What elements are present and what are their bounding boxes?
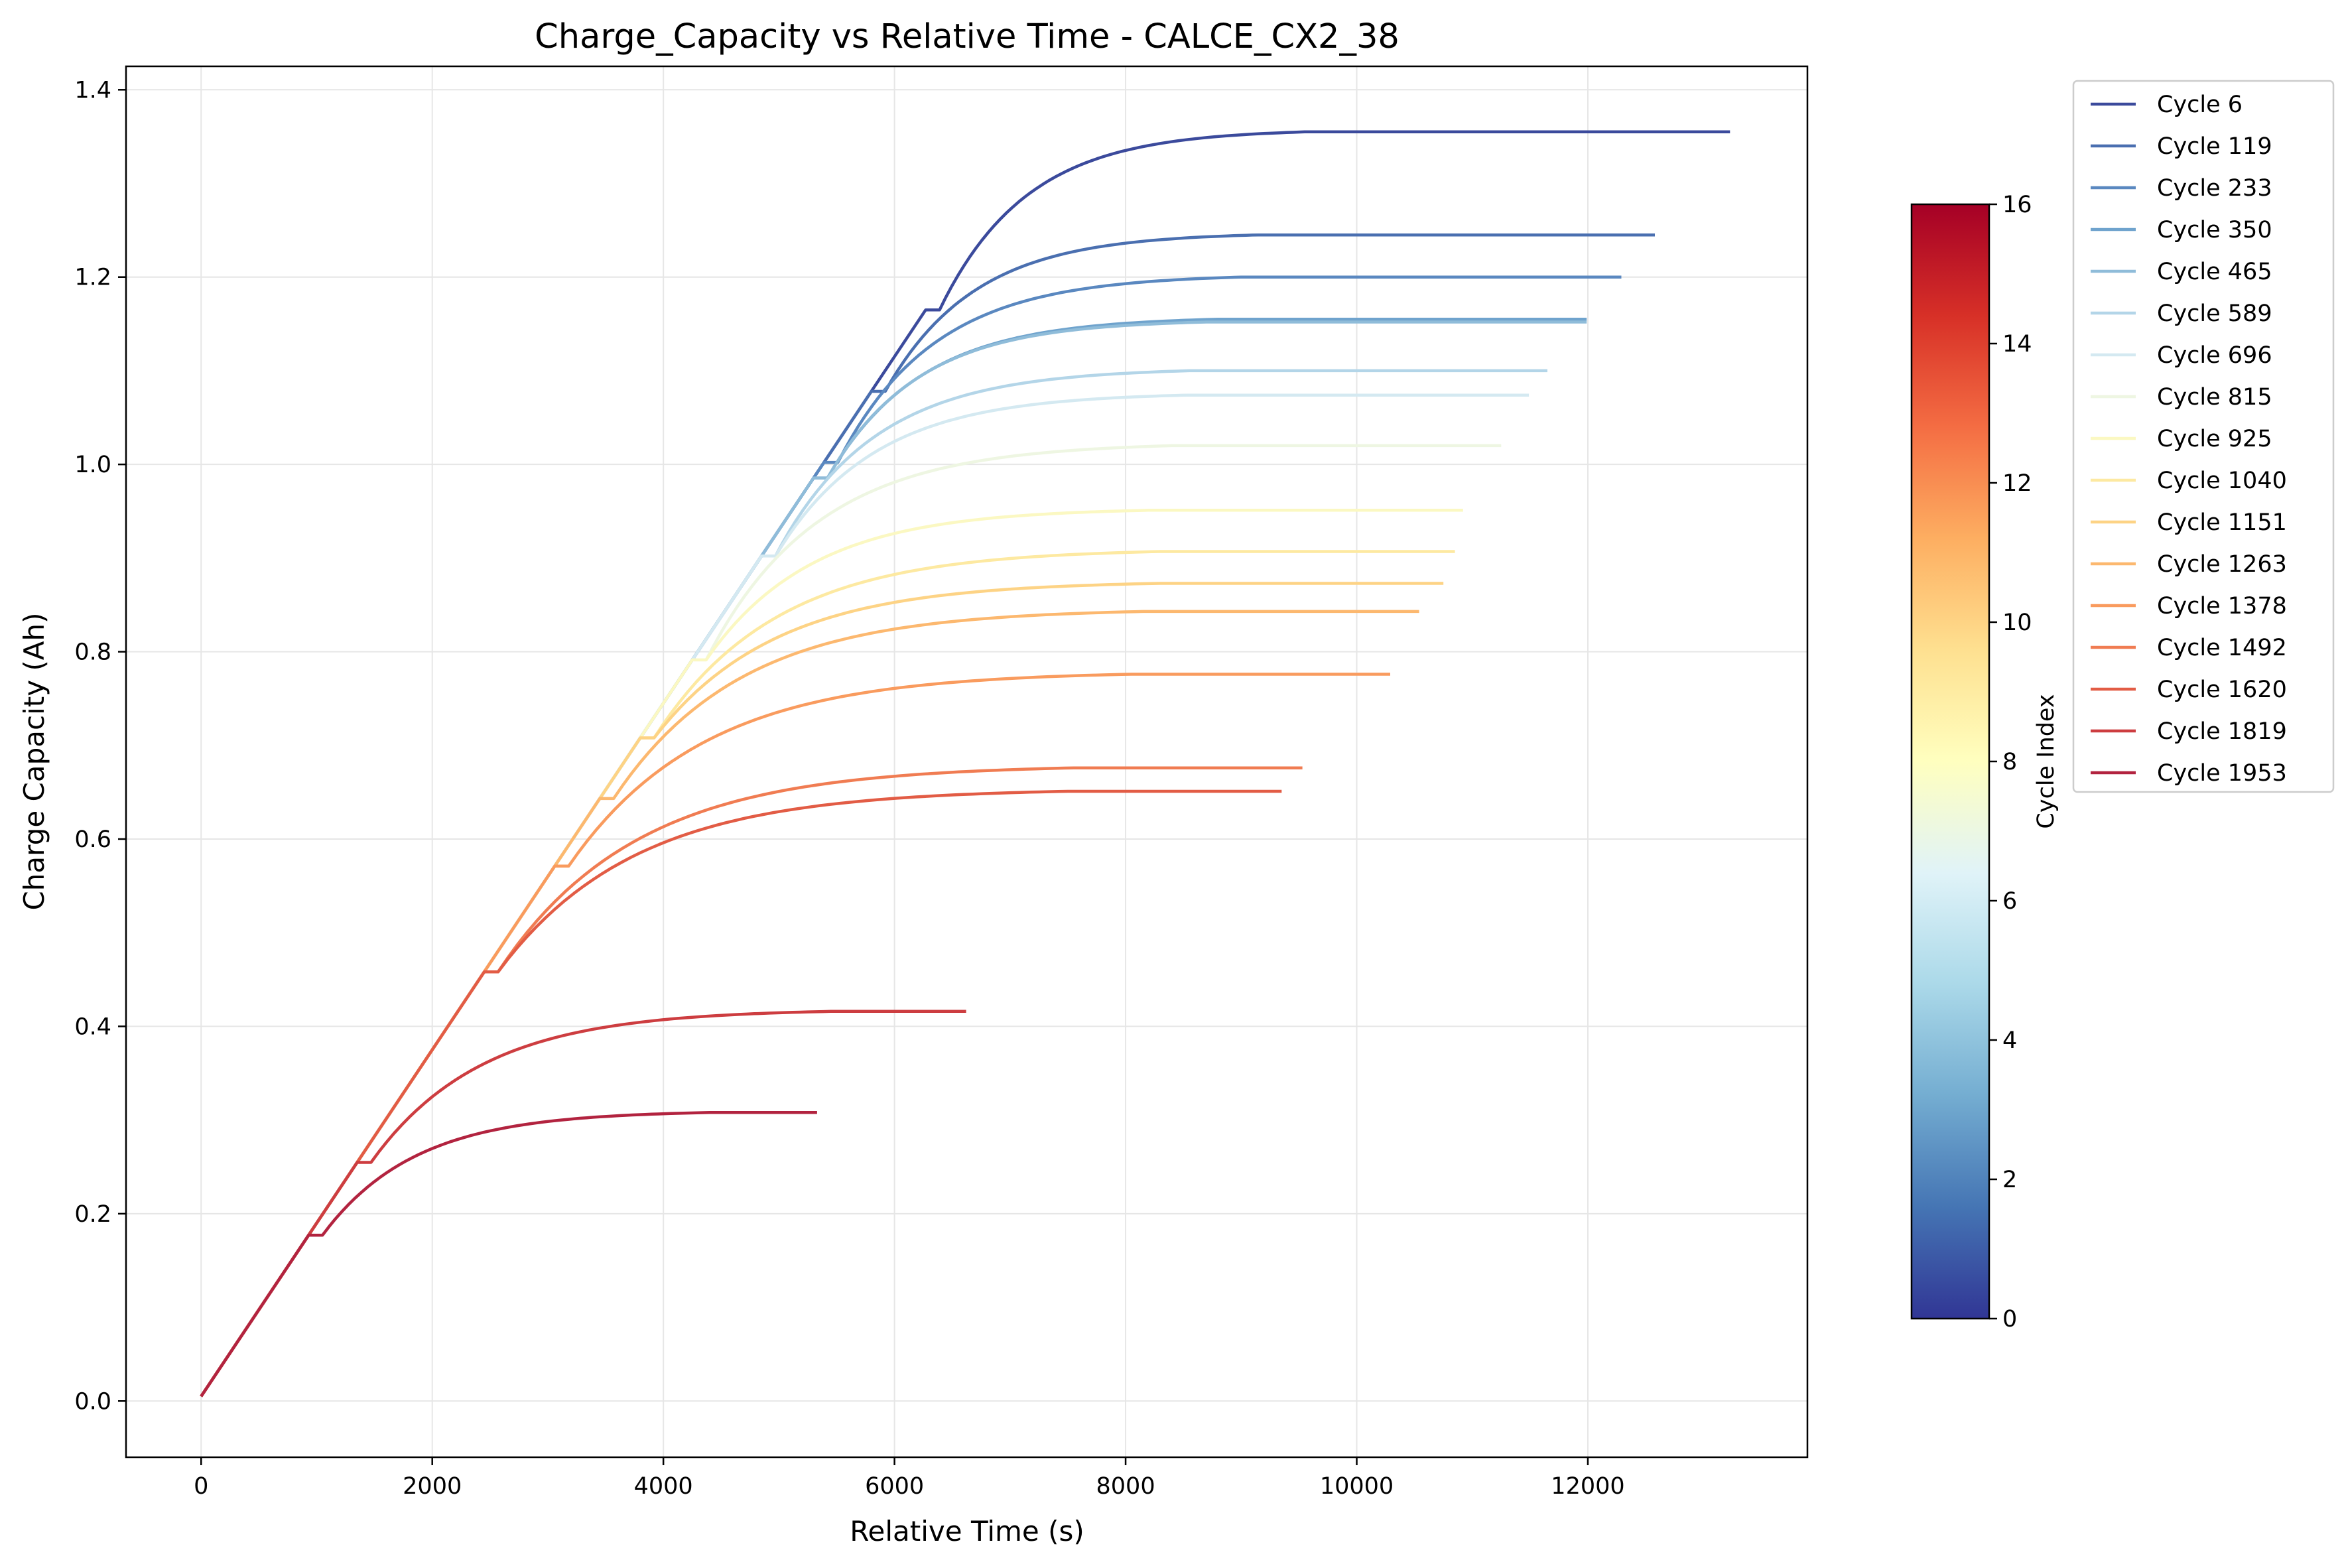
chart-title: Charge_Capacity vs Relative Time - CALCE… <box>535 17 1400 56</box>
legend-label: Cycle 6 <box>2157 92 2243 118</box>
y-axis-title: Charge Capacity (Ah) <box>18 612 50 910</box>
legend-label: Cycle 1620 <box>2157 677 2287 703</box>
y-axis: 0.0 0.2 0.4 0.6 0.8 1.0 1.2 1.4 <box>74 77 126 1415</box>
legend-label: Cycle 119 <box>2157 133 2272 160</box>
legend-item: Cycle 1378 <box>2091 593 2287 620</box>
series-line <box>200 320 1587 1398</box>
legend-label: Cycle 465 <box>2157 259 2272 285</box>
legend-label: Cycle 350 <box>2157 217 2272 243</box>
legend-item: Cycle 6 <box>2091 92 2243 118</box>
colorbar-tick-label: 14 <box>2002 331 2032 358</box>
legend-item: Cycle 1953 <box>2091 760 2287 787</box>
colorbar-tick-label: 2 <box>2002 1167 2017 1193</box>
colorbar-ticks: 0 2 4 6 8 10 12 14 16 <box>1989 192 2032 1333</box>
colorbar-tick-label: 6 <box>2002 888 2017 915</box>
series-line <box>200 1010 966 1398</box>
legend-label: Cycle 589 <box>2157 300 2272 327</box>
y-tick-label: 0.4 <box>74 1013 111 1040</box>
legend-label: Cycle 1953 <box>2157 760 2287 787</box>
series-line <box>200 610 1419 1398</box>
x-tick-label: 10000 <box>1320 1473 1394 1500</box>
colorbar-label: Cycle Index <box>2033 694 2059 828</box>
series-line <box>200 444 1502 1398</box>
legend-label: Cycle 233 <box>2157 175 2272 202</box>
y-tick-label: 0.2 <box>74 1201 111 1228</box>
series-line <box>200 130 1730 1398</box>
x-tick-label: 8000 <box>1096 1473 1155 1500</box>
legend-item: Cycle 1151 <box>2091 509 2287 536</box>
legend-item: Cycle 1492 <box>2091 635 2287 661</box>
colorbar-tick-label: 0 <box>2002 1306 2017 1333</box>
legend-label: Cycle 1151 <box>2157 509 2287 536</box>
legend-item: Cycle 1040 <box>2091 468 2287 494</box>
x-tick-label: 0 <box>194 1473 208 1500</box>
plot-frame <box>125 65 1809 1459</box>
series-line <box>200 550 1455 1398</box>
x-axis: 0 2000 4000 6000 8000 10000 12000 <box>194 1457 1625 1500</box>
legend-label: Cycle 696 <box>2157 342 2272 369</box>
x-tick-label: 2000 <box>403 1473 462 1500</box>
x-tick-label: 12000 <box>1551 1473 1624 1500</box>
legend-item: Cycle 350 <box>2091 217 2272 243</box>
y-tick-label: 0.6 <box>74 826 111 853</box>
series-line <box>200 509 1463 1398</box>
legend-label: Cycle 1378 <box>2157 593 2287 620</box>
legend-label: Cycle 1492 <box>2157 635 2287 661</box>
series-layer <box>200 130 1730 1398</box>
series-line <box>200 673 1390 1398</box>
colorbar-tick-label: 16 <box>2002 192 2032 218</box>
legend-item: Cycle 119 <box>2091 133 2272 160</box>
colorbar-tick-label: 12 <box>2002 470 2032 497</box>
y-tick-label: 0.8 <box>74 639 111 666</box>
legend-box <box>2072 80 2335 793</box>
legend-label: Cycle 925 <box>2157 426 2272 452</box>
series-line <box>200 1111 817 1398</box>
x-axis-title: Relative Time (s) <box>850 1515 1084 1547</box>
legend-item: Cycle 696 <box>2091 342 2272 369</box>
legend-item: Cycle 1620 <box>2091 677 2287 703</box>
legend-item: Cycle 233 <box>2091 175 2272 202</box>
legend-item: Cycle 589 <box>2091 300 2272 327</box>
colorbar-tick-label: 4 <box>2002 1027 2017 1054</box>
x-tick-label: 4000 <box>634 1473 693 1500</box>
legend-item: Cycle 1819 <box>2091 718 2287 745</box>
series-line <box>200 233 1655 1398</box>
legend-label: Cycle 1263 <box>2157 551 2287 578</box>
legend-label: Cycle 815 <box>2157 384 2272 411</box>
plot-background <box>126 66 1807 1457</box>
legend-item: Cycle 465 <box>2091 259 2272 285</box>
legend-label: Cycle 1040 <box>2157 468 2287 494</box>
colorbar-gradient <box>1910 203 1990 1320</box>
y-tick-label: 1.0 <box>74 452 111 478</box>
series-line <box>200 582 1444 1398</box>
series-line <box>200 789 1282 1398</box>
series-line <box>200 766 1303 1398</box>
legend: Cycle 6 Cycle 119 Cycle 233 Cycle 350 Cycle … <box>2072 80 2335 793</box>
y-tick-label: 1.4 <box>74 77 111 103</box>
colorbar-tick-label: 10 <box>2002 610 2032 636</box>
series-line <box>200 393 1530 1398</box>
series-line <box>200 369 1547 1398</box>
x-tick-label: 6000 <box>865 1473 924 1500</box>
series-line <box>200 275 1622 1398</box>
colorbar-tick-label: 8 <box>2002 749 2017 775</box>
legend-item: Cycle 925 <box>2091 426 2272 452</box>
colorbar: 0 2 4 6 8 10 12 14 16 Cycle Index <box>1910 192 2059 1333</box>
legend-item: Cycle 815 <box>2091 384 2272 411</box>
legend-item: Cycle 1263 <box>2091 551 2287 578</box>
y-tick-label: 1.2 <box>74 265 111 291</box>
y-tick-label: 0.0 <box>74 1388 111 1415</box>
legend-label: Cycle 1819 <box>2157 718 2287 745</box>
